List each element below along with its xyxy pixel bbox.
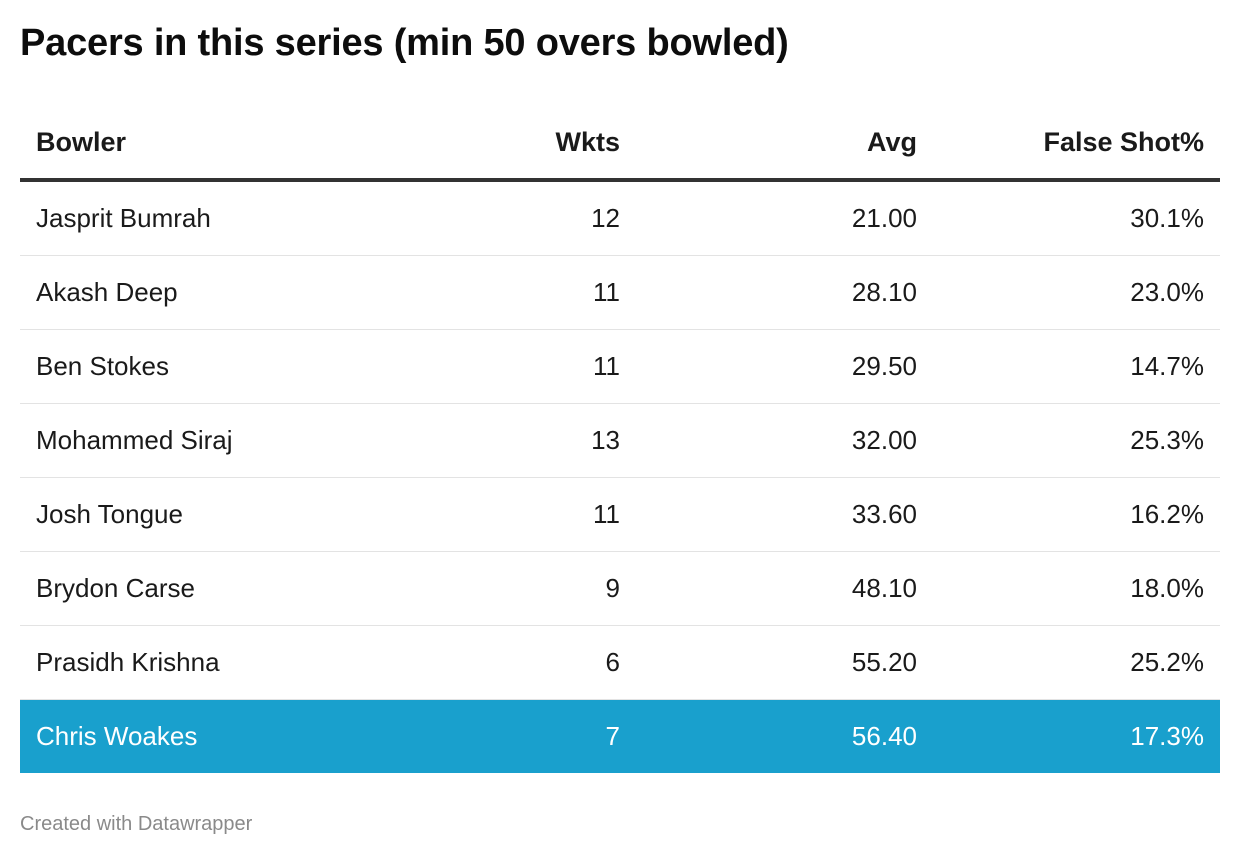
cell-wkts: 12 bbox=[440, 180, 636, 256]
cell-bowler: Josh Tongue bbox=[20, 477, 440, 552]
cell-wkts: 6 bbox=[440, 625, 636, 700]
cell-false-shot: 18.0% bbox=[933, 551, 1220, 626]
table-header-row: Bowler Wkts Avg False Shot% bbox=[20, 106, 1220, 182]
table-row: Akash Deep 11 28.10 23.0% bbox=[20, 255, 1220, 330]
cell-avg: 29.50 bbox=[636, 329, 933, 404]
cell-false-shot: 25.3% bbox=[933, 403, 1220, 478]
cell-false-shot: 16.2% bbox=[933, 477, 1220, 552]
cell-false-shot: 14.7% bbox=[933, 329, 1220, 404]
column-header-wkts[interactable]: Wkts bbox=[440, 106, 636, 182]
cell-wkts: 7 bbox=[440, 699, 636, 773]
table-body: Jasprit Bumrah 12 21.00 30.1% Akash Deep 11 28… bbox=[20, 180, 1220, 773]
cell-bowler: Chris Woakes bbox=[20, 699, 440, 773]
cell-bowler: Brydon Carse bbox=[20, 551, 440, 626]
table-row: Mohammed Siraj 13 32.00 25.3% bbox=[20, 403, 1220, 478]
credit-footer: Created with Datawrapper bbox=[20, 813, 253, 835]
cell-bowler: Jasprit Bumrah bbox=[20, 180, 440, 256]
cell-wkts: 11 bbox=[440, 329, 636, 404]
cell-avg: 56.40 bbox=[636, 699, 933, 773]
cell-false-shot: 17.3% bbox=[933, 699, 1220, 773]
cell-bowler: Mohammed Siraj bbox=[20, 403, 440, 478]
cell-bowler: Prasidh Krishna bbox=[20, 625, 440, 700]
cell-wkts: 11 bbox=[440, 477, 636, 552]
column-header-avg[interactable]: Avg bbox=[636, 106, 933, 182]
cell-avg: 21.00 bbox=[636, 180, 933, 256]
cell-avg: 32.00 bbox=[636, 403, 933, 478]
cell-wkts: 13 bbox=[440, 403, 636, 478]
table-row: Prasidh Krishna 6 55.20 25.2% bbox=[20, 625, 1220, 700]
column-header-false-shot[interactable]: False Shot% bbox=[933, 106, 1220, 182]
table-row: Jasprit Bumrah 12 21.00 30.1% bbox=[20, 180, 1220, 256]
cell-false-shot: 30.1% bbox=[933, 180, 1220, 256]
cell-wkts: 9 bbox=[440, 551, 636, 626]
cell-avg: 33.60 bbox=[636, 477, 933, 552]
cell-wkts: 11 bbox=[440, 255, 636, 330]
table-row: Josh Tongue 11 33.60 16.2% bbox=[20, 477, 1220, 552]
cell-avg: 55.20 bbox=[636, 625, 933, 700]
column-header-bowler[interactable]: Bowler bbox=[20, 106, 440, 182]
cell-avg: 28.10 bbox=[636, 255, 933, 330]
cell-bowler: Ben Stokes bbox=[20, 329, 440, 404]
cell-false-shot: 23.0% bbox=[933, 255, 1220, 330]
chart-title: Pacers in this series (min 50 overs bowl… bbox=[20, 22, 789, 64]
table-row: Ben Stokes 11 29.50 14.7% bbox=[20, 329, 1220, 404]
bowler-stats-table: Bowler Wkts Avg False Shot% Jasprit Bumr… bbox=[20, 106, 1220, 773]
cell-false-shot: 25.2% bbox=[933, 625, 1220, 700]
table-row: Brydon Carse 9 48.10 18.0% bbox=[20, 551, 1220, 626]
table-row-highlighted: Chris Woakes 7 56.40 17.3% bbox=[20, 699, 1220, 773]
stats-table-container: Bowler Wkts Avg False Shot% Jasprit Bumr… bbox=[20, 106, 1220, 773]
cell-bowler: Akash Deep bbox=[20, 255, 440, 330]
cell-avg: 48.10 bbox=[636, 551, 933, 626]
